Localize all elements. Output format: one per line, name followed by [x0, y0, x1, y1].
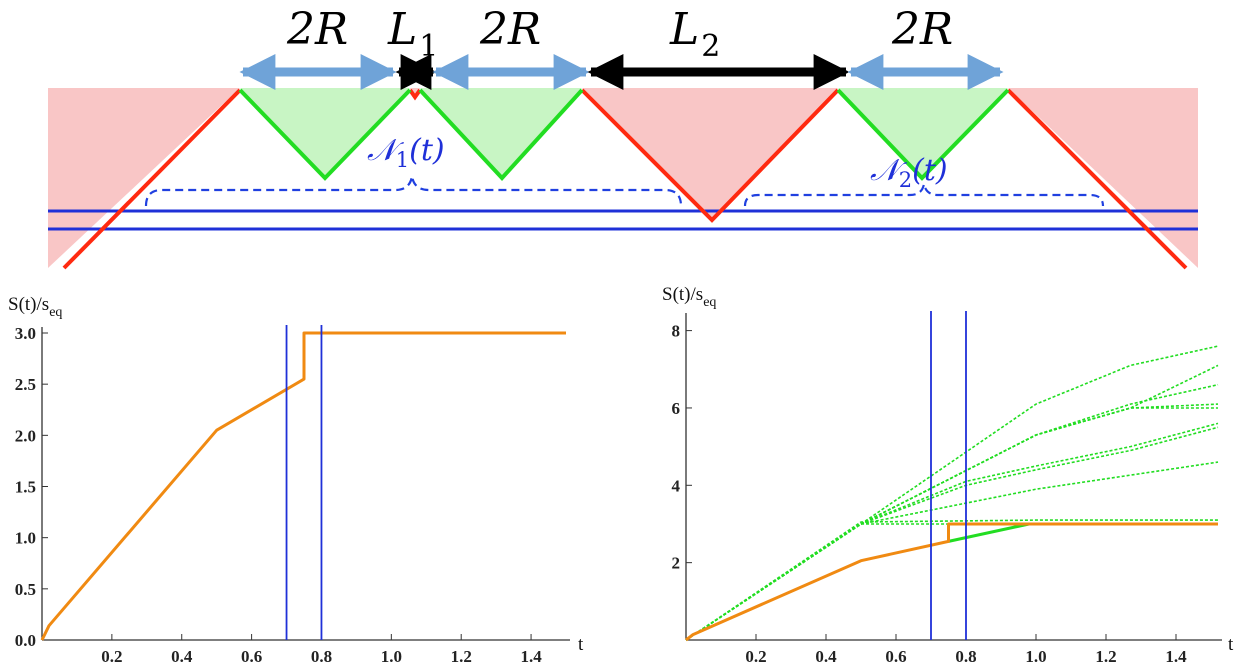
x-axis-label: t	[578, 634, 584, 655]
y-tick-label: 3.0	[15, 324, 36, 343]
series-line	[685, 522, 1218, 642]
x-tick-label: 1.2	[451, 647, 472, 666]
y-tick-label: 0.5	[15, 580, 36, 599]
lightcone-green-2	[418, 88, 584, 181]
series-line	[685, 422, 1219, 641]
x-tick-label: 0.8	[311, 647, 332, 666]
series-line	[685, 426, 1219, 641]
x-tick-label: 1.0	[381, 647, 402, 666]
lightcone-red-right	[1006, 88, 1188, 270]
y-tick-label: 6	[672, 399, 681, 418]
label-l1: L1	[387, 4, 438, 64]
brace-n2	[743, 183, 1105, 207]
lightcone-green-1	[238, 88, 412, 181]
series-line	[685, 407, 1218, 641]
x-tick-label: 1.4	[520, 647, 542, 666]
lightcone-green-3	[836, 88, 1010, 181]
label-2r-middle: 2R	[479, 4, 541, 55]
series-line	[948, 522, 1218, 543]
x-tick-label: 1.0	[1025, 647, 1046, 666]
shaded-region-green-3	[838, 88, 1008, 178]
shaded-region-green-1	[240, 88, 410, 178]
series-line	[685, 364, 1219, 641]
x-tick-label: 0.8	[955, 647, 976, 666]
x-tick-label: 0.6	[241, 647, 262, 666]
y-tick-label: 2.5	[15, 375, 36, 394]
x-tick-label: 1.4	[1165, 647, 1187, 666]
x-tick-label: 0.4	[815, 647, 837, 666]
y-tick-label: 1.5	[15, 478, 36, 497]
y-tick-label: 1.0	[15, 529, 36, 548]
y-axis-label: S(t)/seq	[662, 284, 716, 310]
label-2r-right: 2R	[891, 4, 953, 55]
shaded-region-green-2	[420, 88, 582, 178]
series-line	[685, 403, 1219, 641]
label-2r-left: 2R	[286, 4, 348, 55]
x-tick-label: 0.4	[171, 647, 193, 666]
shaded-region-right	[1008, 88, 1198, 268]
y-axis-label: S(t)/seq	[8, 294, 62, 320]
x-tick-label: 0.2	[101, 647, 122, 666]
spacetime-diagram: 2R L1 2R L2 2R 𝒩1(t) 𝒩2(t)	[48, 4, 1198, 270]
shaded-region-left	[48, 88, 240, 268]
y-tick-label: 2.0	[15, 426, 36, 445]
x-tick-label: 1.2	[1095, 647, 1116, 666]
series-line	[685, 461, 1219, 641]
label-l2: L2	[669, 4, 720, 64]
brace-n1	[144, 175, 683, 207]
lightcone-red-middle	[408, 88, 422, 101]
lightcone-red-left	[62, 88, 242, 270]
series-line	[40, 331, 566, 641]
y-tick-label: 8	[672, 322, 681, 341]
x-axis-label: t	[1228, 634, 1234, 655]
y-tick-label: 4	[672, 476, 681, 495]
lightcone-red-center	[580, 88, 840, 223]
label-n2: 𝒩2(t)	[870, 153, 948, 192]
label-n1: 𝒩1(t)	[367, 133, 445, 172]
series-line	[685, 345, 1219, 641]
chart-right: 0.2 0.4 0.6 0.8 1.0 1.2 1.4 2 4 6 8 S(t)/seq t	[662, 284, 1234, 666]
y-tick-label: 2	[672, 554, 681, 573]
x-tick-label: 0.2	[745, 647, 766, 666]
shaded-region-center	[582, 88, 838, 220]
series-line	[685, 519, 1218, 641]
x-tick-label: 0.6	[885, 647, 906, 666]
chart-left: 0.2 0.4 0.6 0.8 1.0 1.2 1.4 0.0 0.5 1.0 1.5 2.0 2.5 3…	[8, 294, 584, 666]
y-tick-label: 0.0	[15, 631, 36, 650]
